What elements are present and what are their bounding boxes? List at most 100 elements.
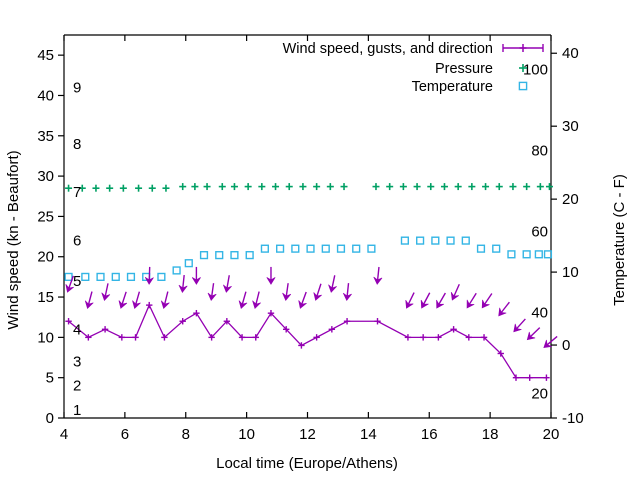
temperature-marker: [81, 272, 90, 281]
temperature-marker: [291, 244, 300, 253]
wind-arrow-head: [466, 299, 475, 309]
y-tick-label-fahrenheit: 100: [523, 61, 548, 78]
temperature-marker: [416, 236, 425, 245]
legend-label-2: Pressure: [435, 61, 493, 77]
temperature-marker: [352, 244, 361, 253]
legend-label-1: Wind speed, gusts, and direction: [283, 41, 493, 57]
temperature-marker: [184, 259, 193, 268]
wind-arrow: [238, 291, 248, 309]
wind-arrow: [342, 283, 352, 302]
temperature-marker: [126, 272, 136, 281]
x-tick-label: 8: [182, 426, 190, 443]
wind-arrow-head: [313, 292, 322, 301]
x-tick-label: 6: [121, 426, 129, 443]
wind-arrow: [481, 293, 493, 309]
temperature-marker: [64, 272, 73, 281]
beaufort-scale-label: 4: [73, 321, 81, 338]
legend-group[interactable]: Wind speed, gusts, and direction Pressure…: [283, 41, 544, 95]
pressure-series: [65, 183, 553, 192]
wind-arrow-head: [328, 284, 337, 293]
wind-arrow-head: [481, 299, 490, 309]
wind-arrow-head: [405, 299, 414, 309]
beaufort-scale-label: 6: [73, 233, 81, 250]
wind-arrow: [84, 291, 94, 309]
wind-arrow: [513, 318, 526, 333]
y-tick-label-fahrenheit: 40: [531, 305, 548, 322]
temperature-marker: [522, 250, 531, 259]
temperature-marker: [431, 236, 440, 245]
wind-arrow: [65, 275, 75, 293]
wind-arrow-head: [513, 323, 522, 333]
wind-arrow-head: [342, 292, 352, 302]
y-tick-label-left: 15: [37, 289, 54, 306]
temperature-marker: [157, 272, 166, 281]
y-tick-label-celsius: -10: [562, 410, 584, 427]
x-tick-label: 16: [421, 426, 438, 443]
wind-arrow-head: [436, 299, 444, 309]
y-tick-label-fahrenheit: 20: [531, 386, 548, 403]
beaufort-scale-label: 9: [73, 79, 81, 96]
wind-arrow: [207, 283, 217, 301]
y-tick-label-fahrenheit: 80: [531, 143, 548, 160]
temperature-marker: [245, 251, 254, 260]
wind-arrow-head: [178, 284, 188, 293]
wind-arrow-head: [118, 300, 128, 309]
y-tick-label-celsius: 20: [562, 191, 579, 208]
axes-group: [58, 34, 557, 419]
wind-arrow-head: [252, 300, 261, 309]
beaufort-scale-label: 5: [73, 273, 81, 290]
y-tick-label-left: 40: [37, 87, 54, 104]
wind-arrow-head: [238, 300, 248, 309]
wind-direction-arrows: [65, 266, 558, 348]
temperature-marker: [543, 250, 553, 259]
y-tick-label-left: 5: [46, 370, 54, 387]
beaufort-scale-label: 1: [73, 402, 81, 419]
temperature-marker: [534, 250, 543, 259]
wind-arrow-head: [282, 292, 292, 301]
y-tick-label-left: 0: [46, 410, 54, 427]
series-group: [64, 183, 558, 381]
temperature-marker: [199, 251, 209, 260]
wind-arrow: [118, 291, 128, 309]
wind-arrow-head: [420, 299, 429, 309]
wind-arrow-head: [373, 276, 383, 285]
temperature-marker: [507, 250, 516, 259]
wind-arrow-head: [101, 292, 111, 301]
y-axis-right-title: Temperature (C - F): [611, 174, 628, 306]
wind-arrow: [420, 292, 431, 309]
y-tick-label-fahrenheit: 60: [531, 224, 548, 241]
temperature-marker: [306, 244, 315, 253]
y-tick-label-celsius: 40: [562, 45, 579, 62]
temperature-marker: [461, 236, 470, 245]
wind-arrow-head: [450, 291, 460, 301]
wind-arrow-head: [207, 292, 217, 301]
y-tick-label-left: 45: [37, 47, 54, 64]
wind-arrow: [252, 291, 261, 309]
temperature-marker: [172, 266, 181, 275]
y-tick-label-celsius: 30: [562, 118, 579, 135]
wind-arrow-head: [144, 277, 154, 285]
wind-arrow: [450, 283, 460, 301]
temperature-marker: [476, 244, 486, 253]
wind-arrow-head: [65, 284, 74, 293]
legend-sample-square-icon[interactable]: [518, 81, 528, 91]
temperature-marker: [492, 244, 501, 253]
x-tick-label: 18: [482, 426, 499, 443]
y-tick-label-celsius: 10: [562, 264, 579, 281]
wind-arrow: [466, 292, 477, 309]
beaufort-scale-label: 2: [73, 378, 81, 395]
wind-arrow-head: [526, 331, 536, 341]
temperature-marker: [446, 236, 455, 245]
y-tick-label-left: 25: [37, 208, 54, 225]
wind-arrow: [543, 335, 558, 348]
temperature-marker: [276, 244, 285, 253]
temperature-marker: [400, 236, 410, 245]
temperature-marker: [336, 244, 346, 253]
legend-label-3: Temperature: [412, 79, 493, 95]
wind-arrow: [178, 274, 188, 293]
x-tick-label: 4: [60, 426, 68, 443]
wind-arrow: [328, 275, 337, 293]
